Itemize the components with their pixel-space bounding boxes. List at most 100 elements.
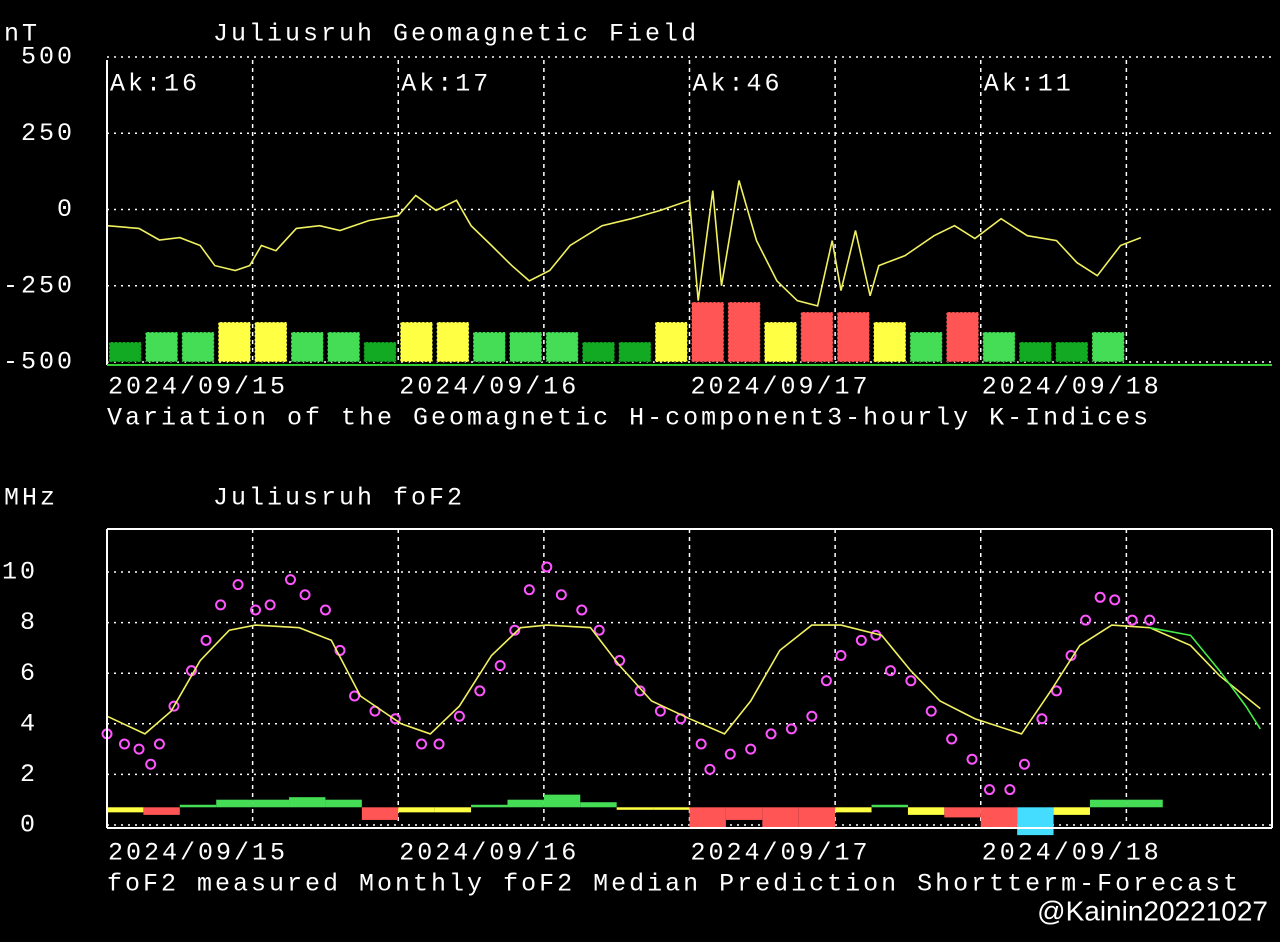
data-point [806,710,818,722]
data-point [946,733,958,745]
data-point [200,634,212,646]
data-point [433,738,445,750]
data-point [494,660,506,672]
data-point [745,743,757,755]
y-tick-label: 10 [2,558,38,587]
data-point [118,738,130,750]
legend-entry: 3-hourly K-Indices [827,404,1151,433]
k-index-bar [618,341,652,363]
deviation-bar [325,799,362,808]
k-index-bar [1055,341,1089,363]
k-index-bar [181,331,215,363]
data-point [966,753,978,765]
watermark: @Kainin20221027 [1037,895,1268,926]
legend-entry: foF2 measured [107,870,341,899]
deviation-bar [871,804,908,808]
k-index-bar [326,331,361,363]
data-point [334,644,346,656]
data-point [1094,591,1106,603]
data-point [299,589,311,601]
y-axis-label: MHz [4,484,58,513]
data-point [416,738,428,750]
data-point [925,705,937,717]
deviation-bar [980,807,1018,828]
data-point [593,624,605,636]
chart-title: Juliusruh Geomagnetic Field [213,20,699,49]
k-index-bar [945,311,980,363]
data-point [1109,594,1121,606]
k-index-bar [836,311,871,363]
y-tick-label: 6 [20,659,38,688]
k-index-bar [472,331,506,363]
x-tick-label: 2024/09/18 [982,373,1162,402]
annotation: Ak:46 [693,70,783,99]
k-index-bar [545,331,579,363]
y-tick-label: 2 [20,760,38,789]
data-point [695,738,707,750]
x-tick-label: 2024/09/17 [691,839,871,868]
data-point [724,748,736,760]
k-index-bar [1091,331,1125,363]
deviation-bar [507,799,544,808]
data-point [250,604,262,616]
data-point [453,710,465,722]
x-tick-label: 2024/09/15 [108,373,288,402]
y-tick-label: 500 [21,43,75,72]
y-tick-label: 8 [20,608,38,637]
x-tick-label: 2024/09/15 [108,839,288,868]
deviation-bar [1126,799,1163,808]
k-index-bar [727,301,761,363]
data-point [1036,713,1048,725]
y-tick-label: -250 [3,271,75,300]
deviation-bar [653,807,690,810]
k-index-bar [909,331,943,363]
k-index-bar [108,341,142,363]
k-index-bar [254,321,288,363]
data-point [905,675,917,687]
series-line [106,624,1261,735]
deviation-bar [907,807,945,815]
y-tick-label: 0 [20,811,38,840]
deviation-bar [289,797,326,808]
data-point [523,584,535,596]
annotation: Ak:11 [984,70,1074,99]
deviation-bar [798,807,836,828]
k-index-bar [1018,341,1053,363]
series-line [1149,626,1261,730]
k-index-bar [982,331,1016,363]
data-point [820,675,832,687]
k-index-bar [290,331,324,363]
data-point [1018,758,1030,770]
deviation-bar [689,807,726,828]
y-tick-label: 250 [21,119,75,148]
data-point [133,743,145,755]
data-point [983,784,995,796]
legend-entry: Variation of the Geomagnetic H-component [107,404,827,433]
chart-title: Juliusruh foF2 [213,484,465,513]
deviation-bar [252,799,290,808]
data-point [319,604,331,616]
deviation-bar [434,807,472,813]
k-index-bar [144,331,179,363]
deviation-bar [543,794,581,808]
k-index-bar [399,321,434,363]
k-index-bar [217,321,252,363]
deviation-bar [1053,807,1090,815]
data-point [785,723,797,735]
deviation-bar [1089,799,1127,808]
data-point [284,574,296,586]
data-point [884,665,896,677]
data-point [1004,784,1016,796]
data-point [474,685,486,697]
data-point [765,728,777,740]
x-tick-label: 2024/09/16 [399,839,579,868]
y-tick-label: 0 [57,195,75,224]
deviation-bar [616,807,654,810]
k-index-bar [363,341,397,363]
data-point [634,685,646,697]
data-point [1126,614,1138,626]
x-tick-label: 2024/09/16 [399,373,579,402]
k-index-bar [436,321,470,363]
deviation-bar [580,802,617,808]
